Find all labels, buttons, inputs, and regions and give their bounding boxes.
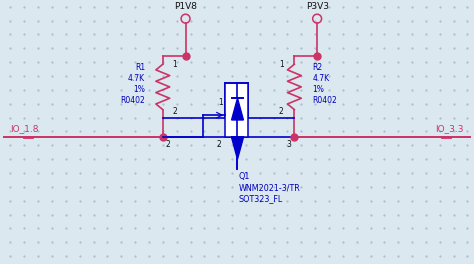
Bar <box>225 83 248 137</box>
Text: 1: 1 <box>279 60 283 69</box>
Text: 2: 2 <box>279 107 283 116</box>
Text: Q1
WNM2021-3/TR
SOT323_FL: Q1 WNM2021-3/TR SOT323_FL <box>238 172 300 203</box>
Polygon shape <box>232 137 244 159</box>
Text: 1: 1 <box>218 98 223 107</box>
Text: R1
4.7K
1%
R0402: R1 4.7K 1% R0402 <box>120 63 145 105</box>
Text: 2: 2 <box>173 107 177 116</box>
Polygon shape <box>232 98 244 120</box>
Text: P1V8: P1V8 <box>174 2 197 11</box>
Text: 2: 2 <box>217 140 221 149</box>
Text: R2
4.7K
1%
R0402: R2 4.7K 1% R0402 <box>312 63 337 105</box>
Text: P3V3: P3V3 <box>306 2 328 11</box>
Text: 1: 1 <box>173 60 177 69</box>
Text: IO_3.3: IO_3.3 <box>435 124 464 133</box>
Text: 2: 2 <box>166 140 171 149</box>
Text: IO_1.8: IO_1.8 <box>10 124 39 133</box>
Text: 3: 3 <box>287 140 292 149</box>
